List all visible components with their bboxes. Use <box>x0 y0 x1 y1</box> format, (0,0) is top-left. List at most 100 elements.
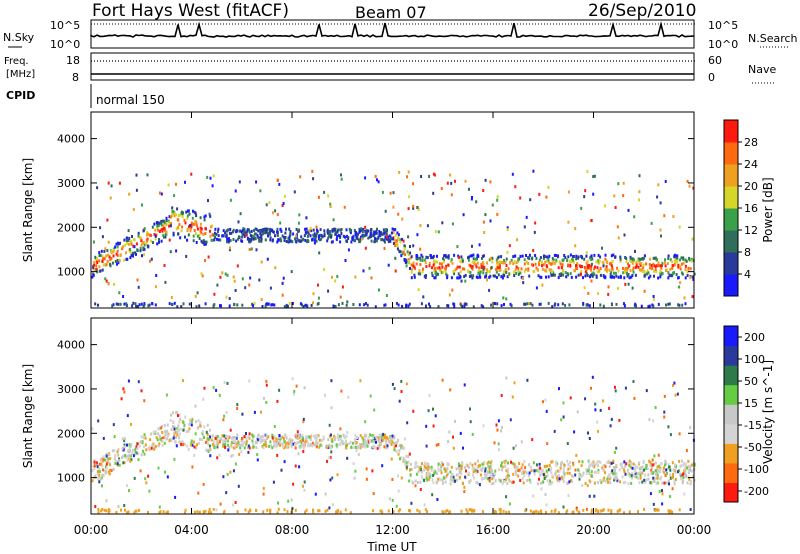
range-cell <box>610 509 613 513</box>
range-cell <box>544 260 547 264</box>
range-cell <box>208 508 211 511</box>
range-cell <box>298 434 301 437</box>
range-cell <box>115 302 118 306</box>
range-cell <box>509 260 512 264</box>
range-cell <box>125 304 128 307</box>
range-cell <box>454 268 457 272</box>
range-cell <box>466 510 469 514</box>
range-cell <box>533 230 536 234</box>
range-cell <box>575 453 578 457</box>
range-cell <box>402 250 405 254</box>
range-cell <box>542 473 545 477</box>
range-cell <box>303 386 306 390</box>
range-cell <box>273 425 276 428</box>
range-cell <box>113 435 116 439</box>
range-cell <box>394 269 397 273</box>
range-cell <box>113 449 116 453</box>
range-cell <box>290 441 293 445</box>
range-cell <box>569 396 572 400</box>
range-cell <box>665 462 668 466</box>
range-cell <box>219 502 222 506</box>
range-cell <box>450 465 453 469</box>
range-cell <box>422 267 424 271</box>
range-cell <box>624 480 627 484</box>
range-cell <box>104 458 107 462</box>
range-cell <box>135 445 138 449</box>
range-cell <box>425 476 428 480</box>
range-cell <box>515 265 518 269</box>
range-cell <box>276 440 279 444</box>
range-cell <box>410 267 413 271</box>
range-cell <box>534 254 537 257</box>
range-cell <box>602 508 605 512</box>
range-cell <box>249 276 252 280</box>
range-cell <box>419 480 422 484</box>
range-cell <box>504 268 507 272</box>
range-cell <box>486 261 488 265</box>
range-cell <box>253 410 256 414</box>
range-cell <box>194 211 197 215</box>
range-cell <box>473 509 475 513</box>
range-cell <box>406 421 409 425</box>
range-cell <box>653 297 656 301</box>
range-cell <box>433 268 436 272</box>
range-cell <box>446 276 449 280</box>
range-cell <box>205 448 208 452</box>
range-cell <box>601 466 604 470</box>
range-cell <box>570 260 573 264</box>
range-cell <box>191 443 194 447</box>
range-cell <box>197 491 200 495</box>
range-cell <box>135 304 138 308</box>
range-cell <box>232 446 235 450</box>
range-cell <box>189 223 192 227</box>
range-cell <box>661 502 664 506</box>
range-cell <box>337 228 339 232</box>
range-cell <box>426 256 429 260</box>
range-cell <box>569 259 571 263</box>
range-cell <box>584 397 587 401</box>
range-cell <box>385 439 388 443</box>
range-cell <box>440 271 443 275</box>
range-cell <box>397 509 400 513</box>
range-cell <box>658 464 661 468</box>
range-cell <box>436 498 439 501</box>
range-cell <box>129 250 132 254</box>
range-cell <box>304 230 307 234</box>
range-cell <box>432 424 435 428</box>
range-cell <box>212 440 215 444</box>
range-cell <box>352 446 355 450</box>
range-cell <box>275 437 278 441</box>
range-cell <box>488 288 491 292</box>
range-cell <box>208 212 211 216</box>
range-cell <box>182 211 184 215</box>
range-cell <box>429 473 432 477</box>
range-cell <box>566 272 569 276</box>
range-cell <box>516 238 519 242</box>
range-cell <box>161 438 164 442</box>
range-cell <box>426 510 428 514</box>
range-cell <box>375 237 378 241</box>
range-cell <box>669 258 672 262</box>
range-cell <box>639 471 642 475</box>
range-cell <box>617 286 619 290</box>
range-cell <box>383 231 386 235</box>
range-cell <box>153 233 156 236</box>
range-cell <box>686 274 689 277</box>
range-cell <box>228 248 231 252</box>
colorbar-swatch <box>724 142 738 165</box>
range-cell <box>98 259 101 263</box>
range-cell <box>283 305 286 309</box>
range-cell <box>208 437 210 441</box>
range-cell <box>306 240 308 244</box>
range-cell <box>195 241 198 244</box>
range-cell <box>292 482 295 486</box>
range-cell <box>416 481 419 484</box>
range-cell <box>282 445 285 448</box>
range-cell <box>251 439 254 443</box>
range-cell <box>675 467 678 470</box>
range-cell <box>661 492 664 496</box>
range-cell <box>473 476 476 480</box>
range-cell <box>648 418 651 422</box>
range-cell <box>98 480 101 484</box>
range-cell <box>616 509 619 513</box>
